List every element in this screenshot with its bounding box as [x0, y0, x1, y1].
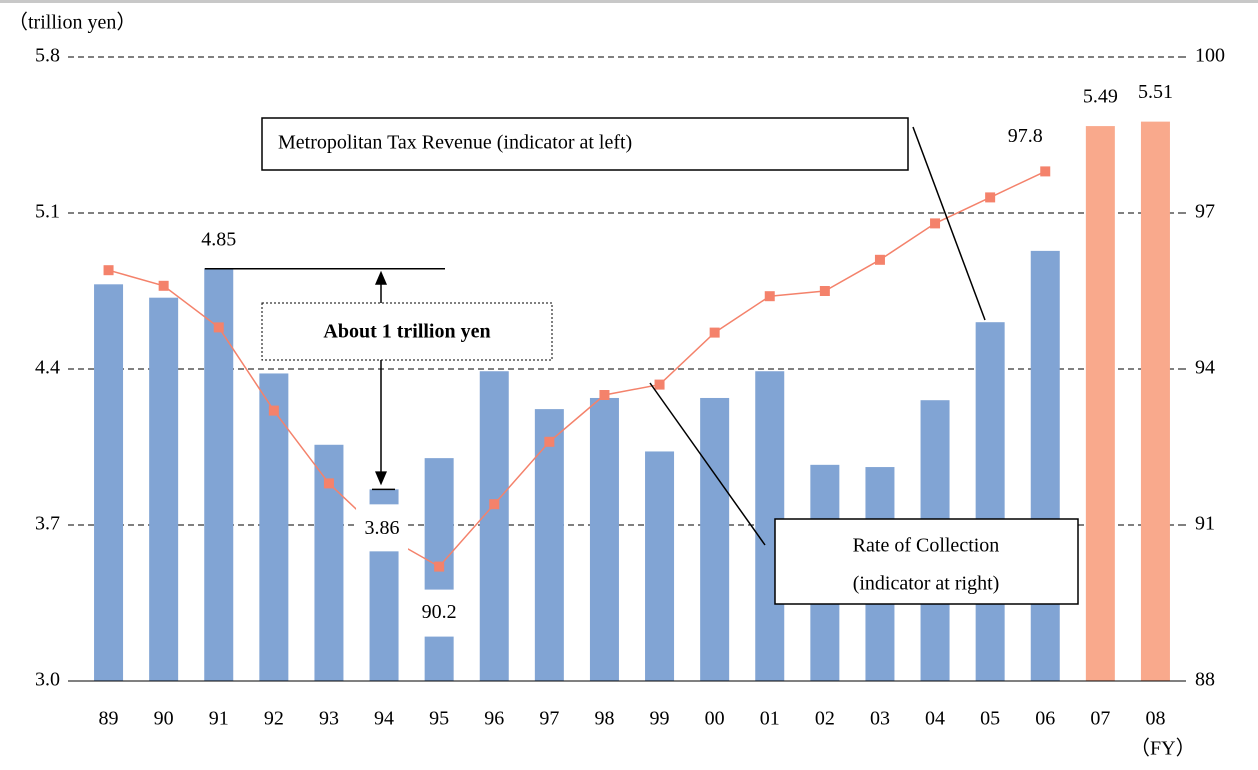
annotation: About 1 trillion yen [323, 321, 490, 343]
line-marker [213, 322, 224, 333]
bar [204, 268, 234, 681]
data-label: 3.86 [365, 517, 400, 539]
arrow-head [375, 471, 387, 486]
x-tick-label: 01 [760, 708, 780, 730]
data-label: 97.8 [1008, 125, 1043, 147]
legend-entry: (indicator at right) [853, 573, 1000, 595]
y2-tick-label: 100 [1195, 45, 1225, 67]
x-tick-label: 99 [650, 708, 670, 730]
x-tick-label: 90 [154, 708, 174, 730]
bar [645, 451, 675, 681]
line-marker [654, 379, 665, 390]
line-marker [158, 280, 169, 291]
line-marker [544, 436, 555, 447]
x-tick-label: 03 [870, 708, 890, 730]
x-tick-label: 07 [1090, 708, 1110, 730]
arrow-head [375, 270, 387, 285]
top-border [0, 0, 1258, 3]
x-tick-label: 04 [925, 708, 945, 730]
bar [1140, 121, 1170, 682]
bar [1085, 126, 1115, 682]
x-tick-label: 98 [594, 708, 614, 730]
leader-line [649, 382, 766, 546]
data-label: 4.85 [201, 228, 236, 250]
bar [479, 371, 509, 681]
x-tick-label: 89 [99, 708, 119, 730]
legend-entry: Metropolitan Tax Revenue (indicator at l… [278, 132, 632, 154]
legend-box [261, 117, 909, 171]
bar [259, 373, 289, 681]
x-tick-label: 93 [319, 708, 339, 730]
annotation-box [261, 302, 553, 361]
line-marker [268, 405, 279, 416]
x-tick-label: 97 [539, 708, 559, 730]
line-marker [489, 499, 500, 510]
label-bg [356, 504, 409, 552]
bar [1030, 250, 1060, 681]
line-marker [709, 327, 720, 338]
x-tick-label: 96 [484, 708, 504, 730]
y-tick-label: 3.7 [35, 513, 60, 535]
bar [589, 397, 619, 681]
bar [975, 322, 1005, 681]
line-marker [103, 265, 114, 276]
line-marker [434, 561, 445, 572]
line-marker [819, 286, 830, 296]
x-tick-label: 94 [374, 708, 394, 730]
x-tick-label: 05 [980, 708, 1000, 730]
y-tick-label: 3.0 [35, 669, 60, 691]
data-label: 5.49 [1083, 86, 1118, 108]
bar [700, 397, 730, 681]
bar [534, 409, 564, 681]
x-tick-label: 91 [209, 708, 229, 730]
y-tick-label: 5.8 [35, 45, 60, 67]
legend-box [774, 518, 1079, 605]
x-tick-label: 92 [264, 708, 284, 730]
x-tick-label: 00 [705, 708, 725, 730]
y-axis-label: （trillion yen） [8, 11, 136, 34]
line-marker [764, 291, 775, 302]
label-bg [412, 589, 467, 637]
y-tick-label: 5.1 [35, 201, 60, 223]
data-label: 5.51 [1138, 81, 1173, 103]
bar [94, 284, 124, 681]
leader-line [912, 126, 986, 321]
x-tick-label: 95 [429, 708, 449, 730]
line-marker [599, 390, 610, 400]
y2-tick-label: 91 [1195, 513, 1215, 535]
bar [149, 297, 179, 681]
y2-tick-label: 88 [1195, 669, 1215, 691]
line-marker [323, 478, 334, 489]
y2-tick-label: 94 [1195, 357, 1215, 379]
data-label: 90.2 [422, 601, 457, 623]
line-marker [985, 192, 996, 203]
x-tick-label: 06 [1035, 708, 1055, 730]
x-tick-label: 02 [815, 708, 835, 730]
line-marker [874, 254, 885, 265]
line-marker [1040, 166, 1051, 177]
y2-tick-label: 97 [1195, 201, 1215, 223]
legend-entry: Rate of Collection [853, 535, 1000, 557]
y-tick-label: 4.4 [35, 357, 60, 379]
x-tick-label: 08 [1145, 708, 1165, 730]
line-marker [930, 218, 941, 229]
line [108, 170, 1046, 568]
x-axis-label: （FY） [1130, 737, 1196, 760]
